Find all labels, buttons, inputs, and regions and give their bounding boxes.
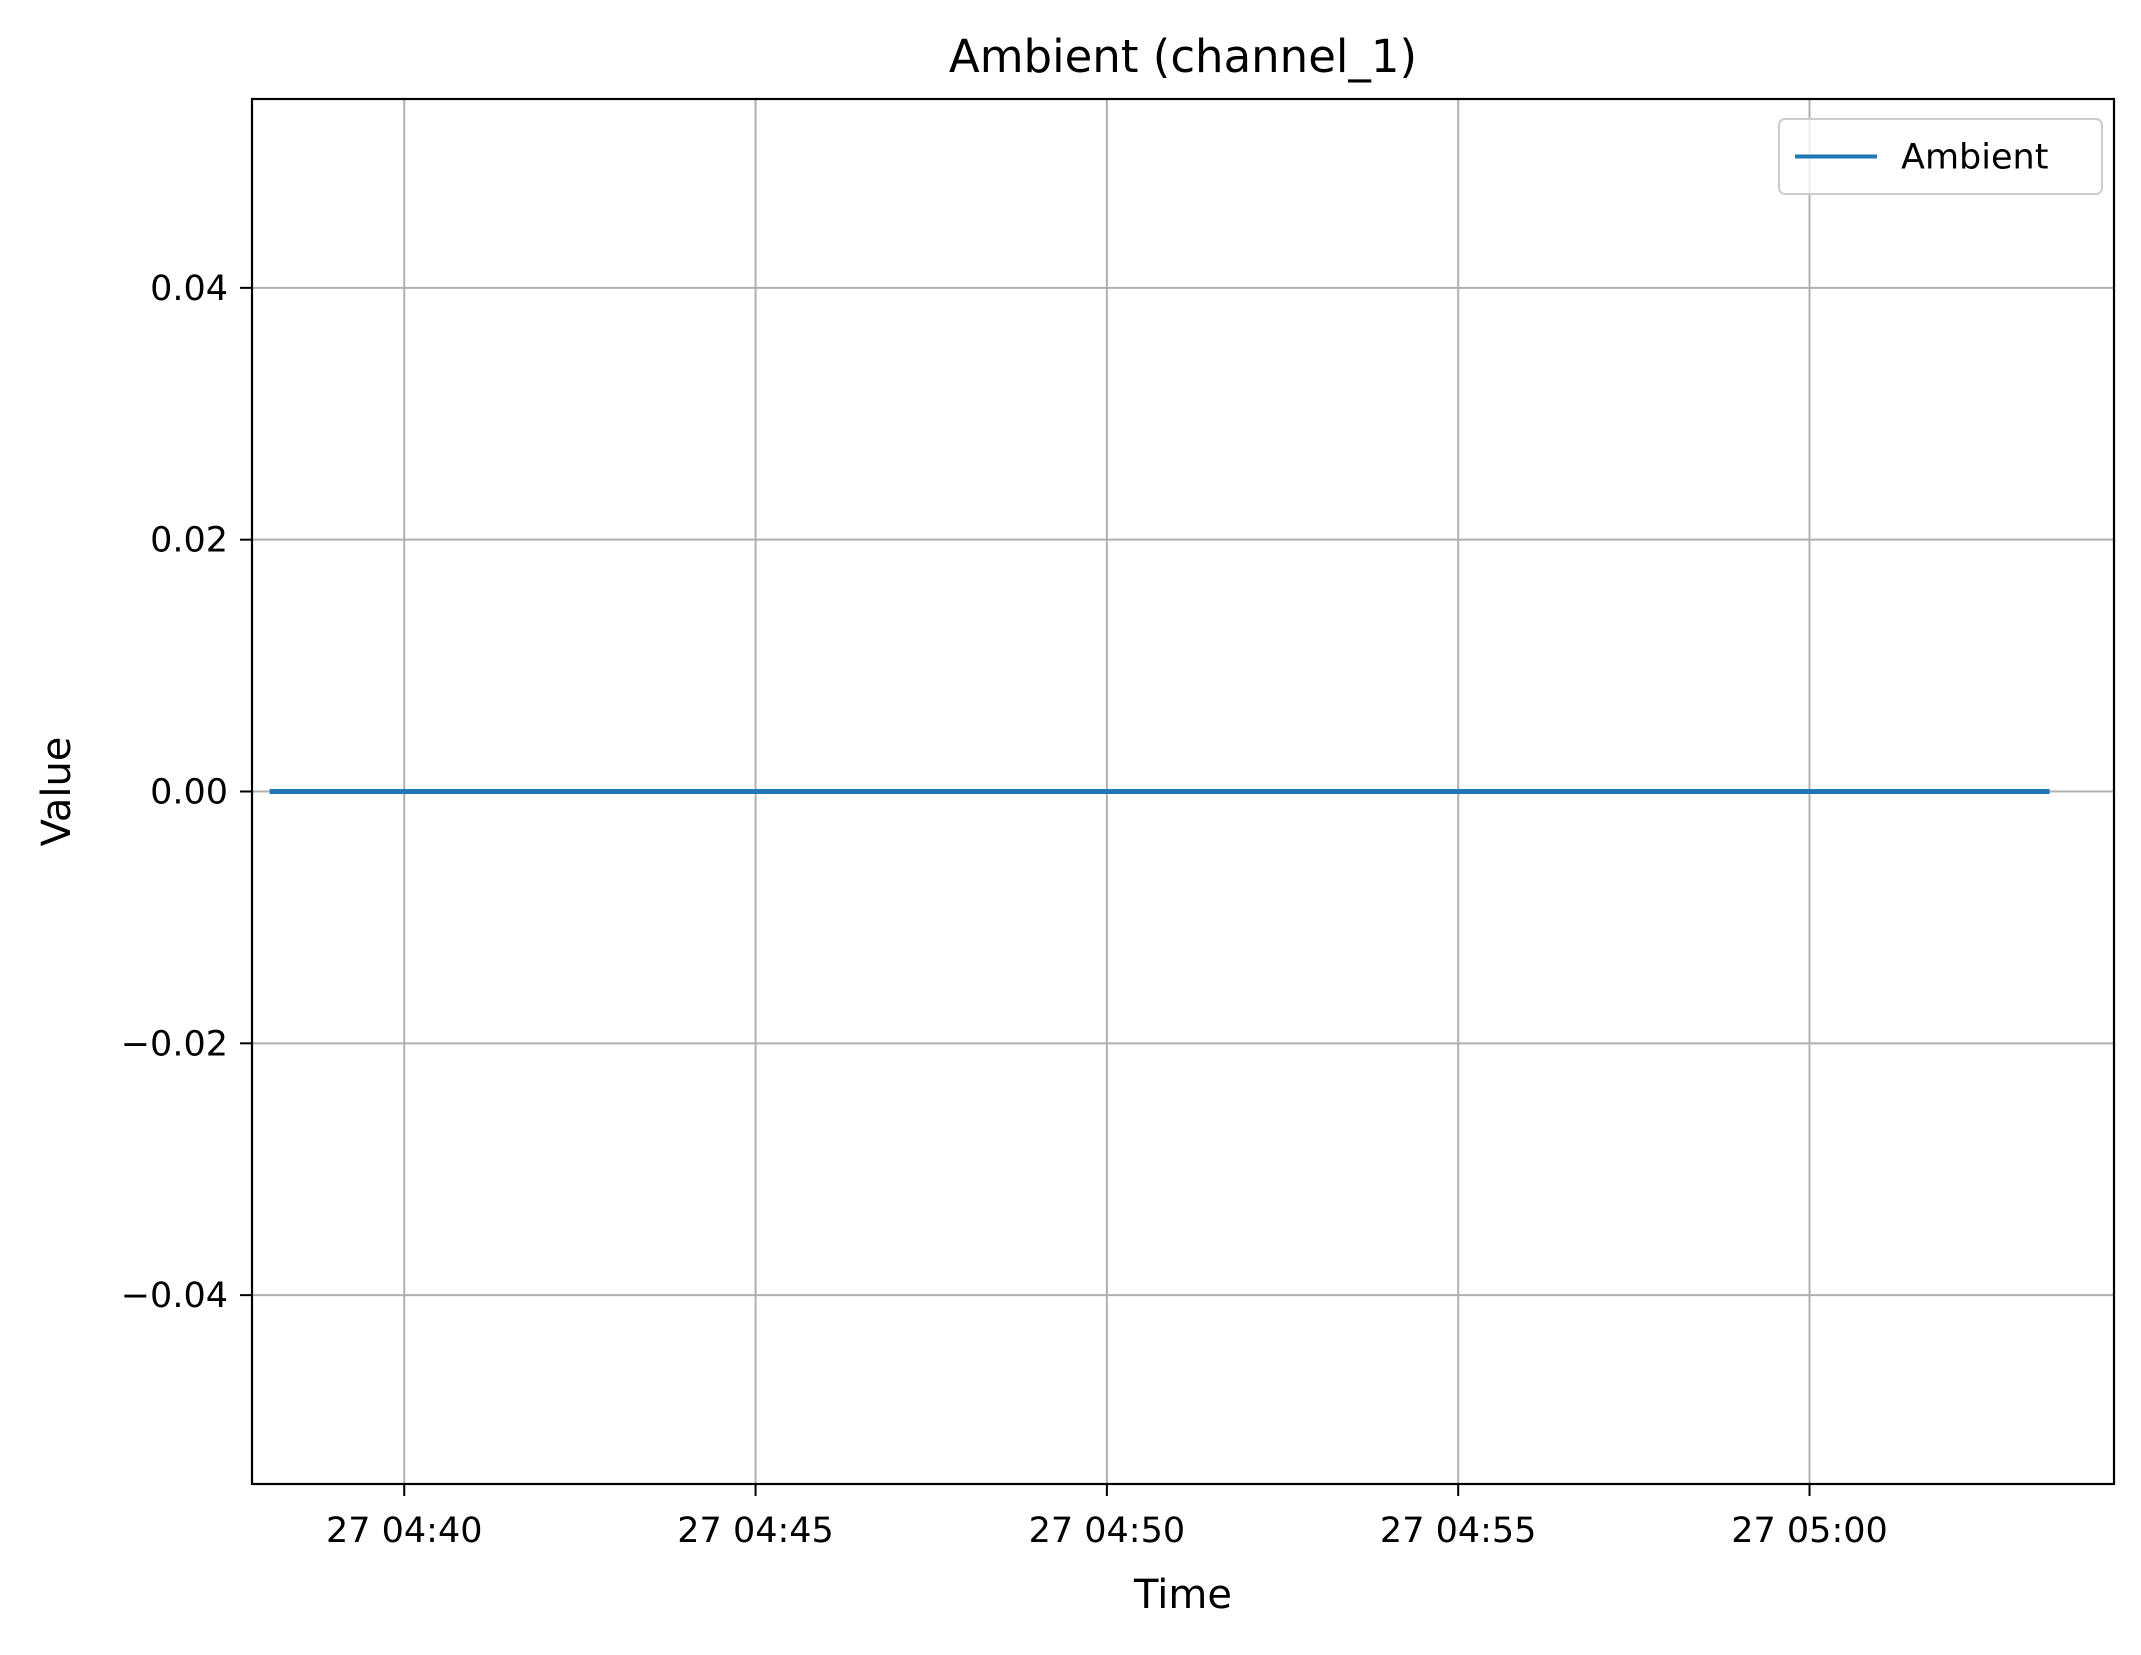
y-tick-label: −0.02 — [121, 1024, 228, 1064]
legend-label-ambient: Ambient — [1901, 138, 2048, 178]
x-tick-label: 27 04:45 — [677, 1511, 834, 1551]
x-axis-label: Time — [1133, 1572, 1232, 1618]
y-tick-label: 0.04 — [150, 269, 228, 309]
ticks: 27 04:40 27 04:45 27 04:50 27 04:55 27 05:00… — [121, 269, 1888, 1551]
legend-box — [1778, 118, 2103, 195]
x-tick-label: 27 04:40 — [326, 1511, 483, 1551]
x-tick-label: 27 04:50 — [1029, 1511, 1186, 1551]
y-tick-label: 0.00 — [150, 773, 228, 813]
y-tick-label: −0.04 — [121, 1276, 228, 1316]
x-tick-label: 27 04:55 — [1380, 1511, 1537, 1551]
y-tick-label: 0.02 — [150, 521, 228, 561]
legend: Ambient — [1778, 118, 2103, 195]
chart-title: Ambient (channel_1) — [949, 30, 1417, 83]
y-axis-label: Value — [34, 737, 80, 847]
x-tick-label: 27 05:00 — [1731, 1511, 1888, 1551]
